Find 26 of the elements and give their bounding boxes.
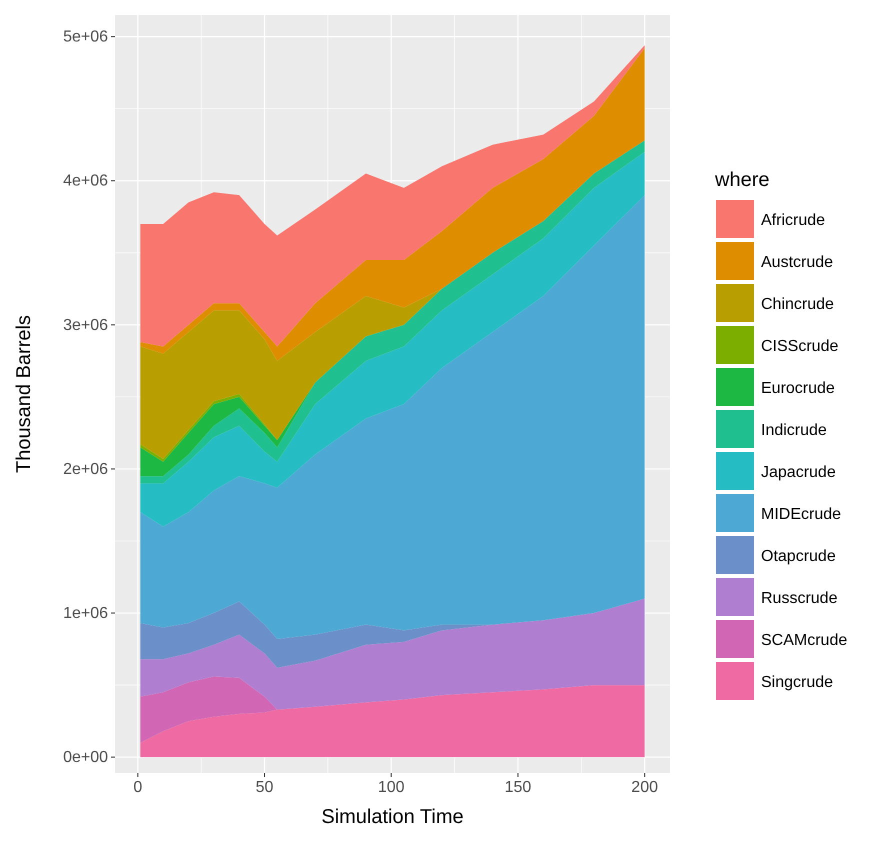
legend-label: Singcrude: [761, 674, 834, 691]
legend-label: CISScrude: [761, 338, 838, 355]
legend-label: Indicrude: [761, 422, 827, 439]
x-tick-label: 200: [631, 779, 658, 796]
x-tick-label: 100: [378, 779, 405, 796]
y-tick-label: 4e+06: [63, 172, 108, 190]
x-tick-label: 50: [256, 779, 274, 796]
legend-label: Russcrude: [761, 590, 838, 607]
y-axis-title: Thousand Barrels: [13, 315, 35, 473]
legend-title: where: [714, 169, 770, 191]
legend-label: MIDEcrude: [761, 506, 842, 523]
legend-label: Chincrude: [761, 296, 834, 313]
x-tick-label: 0: [133, 779, 142, 796]
legend-label: Africrude: [761, 212, 826, 229]
y-tick-label: 2e+06: [63, 460, 108, 478]
y-tick-label: 1e+06: [63, 605, 108, 622]
legend-label: SCAMcrude: [761, 632, 848, 649]
x-axis-title: Simulation Time: [321, 806, 464, 828]
legend-label: Austcrude: [761, 254, 834, 271]
legend-label: Japacrude: [761, 464, 836, 481]
y-tick-label: 3e+06: [63, 316, 108, 334]
y-tick-label: 5e+06: [63, 28, 108, 46]
x-tick-label: 150: [504, 779, 532, 796]
legend-label: Eurocrude: [761, 380, 835, 397]
y-tick-label: 0e+00: [63, 749, 108, 766]
legend-label: Otapcrude: [761, 548, 836, 565]
